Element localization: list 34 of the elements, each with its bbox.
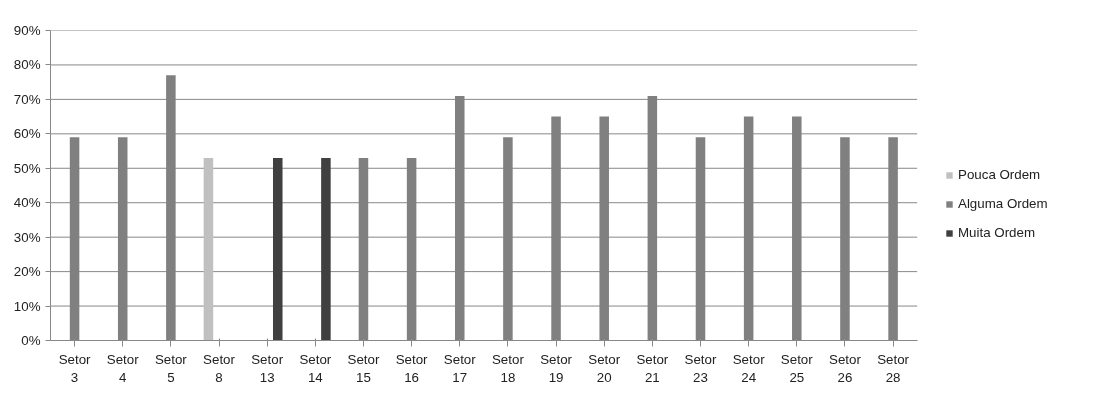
x-tick-label: Setor 19: [540, 351, 573, 385]
x-tick-label: Setor 21: [636, 351, 669, 385]
legend-label: Muita Ordem: [958, 225, 1037, 240]
bar: [272, 157, 283, 341]
x-tick-label: Setor 15: [347, 351, 380, 385]
x-tick-label: Setor 16: [395, 351, 429, 385]
x-tick-label: Setor 23: [684, 351, 717, 385]
x-tick-label: Setor 20: [588, 351, 621, 385]
y-tick-label: 90%: [13, 23, 41, 38]
y-tick-label: 60%: [13, 126, 41, 142]
legend-label: Alguma Ordem: [958, 196, 1049, 211]
x-tick-label: Setor 25: [780, 351, 814, 385]
x-tick-label: Setor 24: [732, 351, 766, 385]
x-tick-label: Setor 18: [491, 351, 525, 385]
y-tick-label: 50%: [13, 160, 41, 176]
x-tick-label: Setor 4: [106, 351, 140, 385]
x-tick-label: Setor 5: [154, 351, 188, 385]
y-tick-label: 30%: [13, 229, 41, 245]
x-tick-label: Setor 8: [203, 351, 236, 385]
bar: [321, 157, 331, 341]
x-tick-label: Setor 13: [251, 351, 284, 385]
x-tick-label: Setor 3: [58, 351, 92, 385]
y-tick-label: 20%: [13, 264, 41, 280]
x-tick-label: Setor 17: [443, 351, 477, 385]
y-tick-label: 10%: [13, 298, 41, 314]
x-tick-label: Setor 26: [829, 351, 862, 385]
x-tick-label: Setor 28: [877, 351, 910, 385]
y-tick-label: 40%: [13, 195, 41, 211]
y-tick-label: 0%: [21, 333, 41, 348]
bar: [203, 157, 214, 341]
y-tick-label: 70%: [13, 91, 41, 107]
legend-label: Pouca Ordem: [958, 167, 1042, 182]
x-tick-label: Setor 14: [299, 351, 332, 385]
y-tick-label: 80%: [13, 57, 41, 73]
